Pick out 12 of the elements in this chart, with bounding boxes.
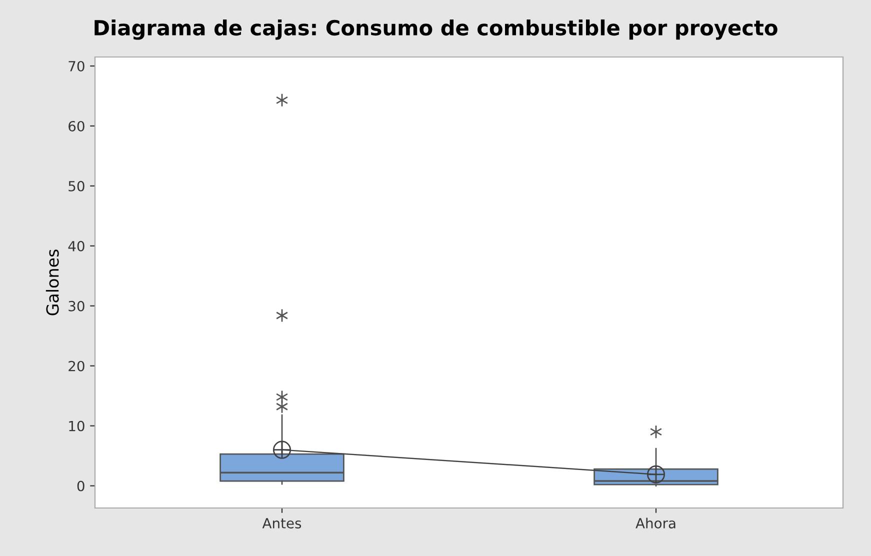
y-tick-label: 50 (68, 180, 84, 192)
y-tick-label: 60 (68, 120, 84, 132)
y-tick-label: 70 (68, 60, 84, 72)
chart-title: Diagrama de cajas: Consumo de combustible por proyecto (94, 19, 778, 40)
x-tick-label: Antes (262, 518, 302, 528)
y-tick-label: 10 (69, 420, 84, 432)
x-tick-label: Ahora (636, 518, 676, 528)
y-tick-label: 40 (68, 240, 84, 252)
y-axis-title: Galones (46, 250, 59, 316)
y-tick-label: 30 (68, 300, 84, 312)
y-tick-label: 0 (77, 480, 84, 492)
y-tick-label: 20 (68, 360, 84, 372)
